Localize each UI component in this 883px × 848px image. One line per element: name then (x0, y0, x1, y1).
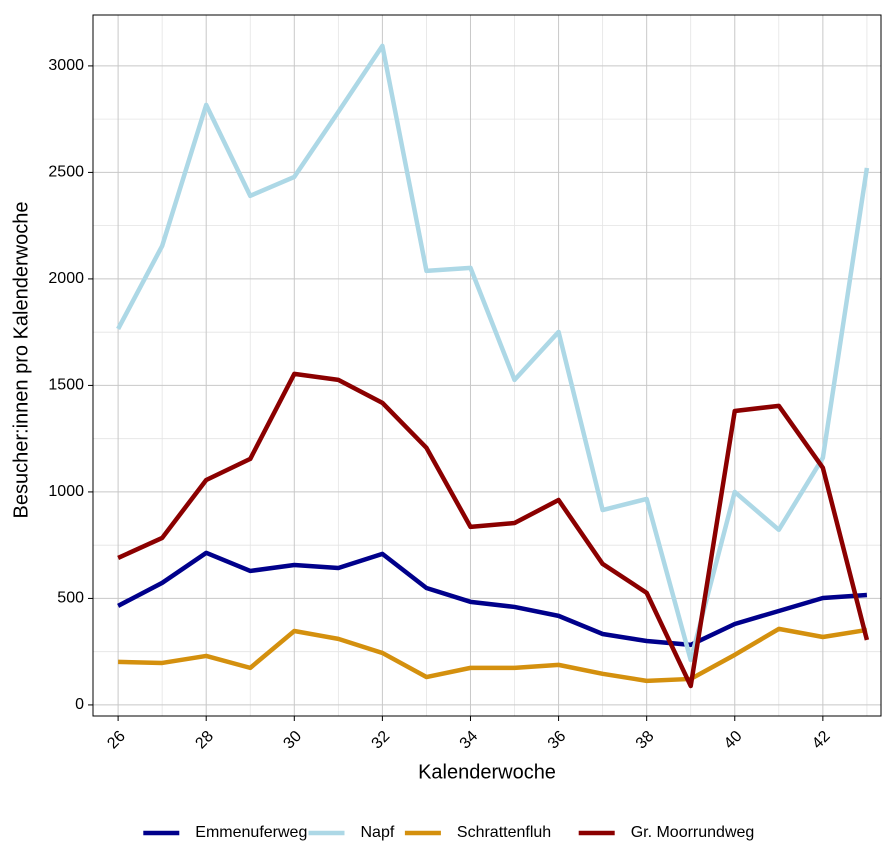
y-tick-label: 1500 (48, 377, 84, 394)
x-tick-label: 38 (633, 728, 658, 753)
legend-label: Napf (361, 824, 395, 841)
series-line (116, 43, 870, 663)
series-line (118, 626, 868, 684)
x-tick-label: 32 (369, 728, 394, 753)
series-line (117, 371, 870, 689)
legend-label: Gr. Moorrundweg (631, 824, 755, 841)
y-tick-label: 2500 (48, 164, 84, 181)
x-tick-label: 30 (281, 728, 306, 753)
y-tick-label: 3000 (48, 57, 84, 74)
y-tick-label: 2000 (48, 270, 84, 287)
x-tick-label: 42 (809, 728, 834, 753)
legend-label: Schrattenfluh (457, 824, 551, 841)
y-axis-title: Besucher:innen pro Kalenderwoche (10, 202, 32, 519)
x-tick-label: 36 (545, 728, 570, 753)
series-line (117, 550, 868, 648)
x-axis-title: Kalenderwoche (418, 761, 556, 783)
y-tick-label: 500 (57, 590, 84, 607)
x-tick-label: 28 (192, 728, 217, 753)
legend-label: Emmenuferweg (195, 824, 307, 841)
plot-frame (92, 14, 882, 717)
y-tick-label: 0 (75, 696, 84, 713)
y-tick-label: 1000 (48, 483, 84, 500)
x-tick-label: 34 (457, 728, 482, 753)
x-tick-label: 26 (104, 728, 129, 753)
x-tick-label: 40 (721, 728, 746, 753)
